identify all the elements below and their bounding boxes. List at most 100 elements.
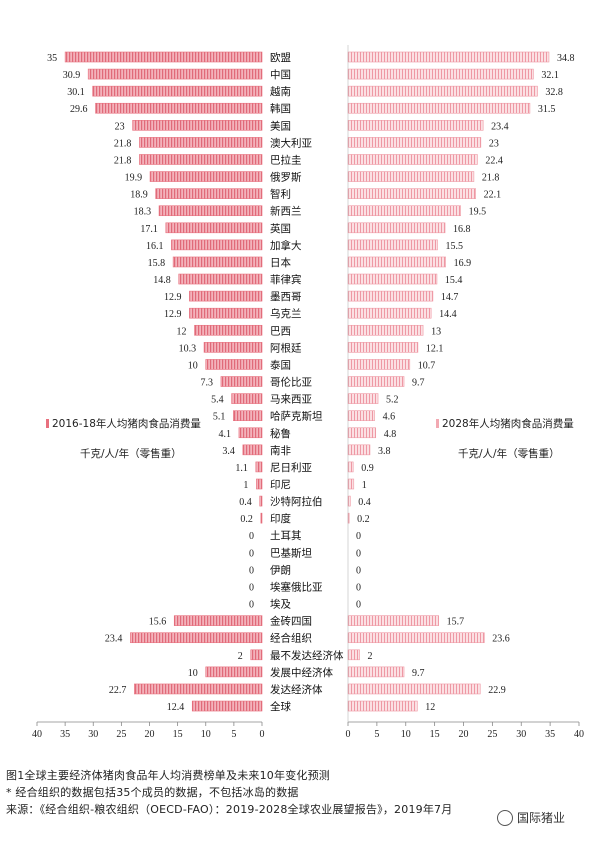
right-bar-14 — [347, 290, 434, 302]
pork-consumption-chart: 35 30.9 30.1 29.6 23 21.8 21.8 19.9 18.9 18.3 17.1… — [32, 45, 584, 740]
right-value-label-20: 5.2 — [386, 395, 399, 406]
left-value-label-31: 0 — [249, 582, 254, 593]
right-bar-7 — [347, 171, 475, 182]
right-value-label-38: 12 — [425, 702, 435, 713]
category-label-37: 发达经济体 — [270, 683, 323, 696]
left-value-label-5: 21.8 — [114, 138, 132, 149]
right-bar-33 — [347, 615, 439, 626]
left-value-label-30: 0 — [249, 565, 254, 576]
right-value-label-34: 23.6 — [492, 634, 510, 645]
left-series-bars: 35 30.9 30.1 29.6 23 21.8 21.8 19.9 18.9 18.3 17.1… — [47, 51, 263, 713]
right-value-label-3: 31.5 — [538, 104, 556, 115]
left-bar-1 — [87, 68, 263, 80]
left-value-label-4: 23 — [115, 121, 125, 132]
category-label-7: 俄罗斯 — [270, 171, 302, 184]
right-value-label-2: 32.8 — [545, 87, 563, 98]
category-label-10: 英国 — [270, 222, 291, 235]
right-value-label-28: 0 — [356, 531, 361, 542]
caption-title: 图1全球主要经济体猪肉食品年人均消费榜单及未来10年变化预测 — [6, 769, 330, 782]
left-value-label-15: 12.9 — [164, 309, 182, 320]
category-label-6: 巴拉圭 — [270, 153, 302, 166]
category-label-32: 埃及 — [270, 598, 291, 611]
legend-left-title: 2016-18年人均猪肉食品消费量 — [52, 417, 201, 430]
left-bar-16 — [194, 324, 263, 336]
category-label-20: 马来西亚 — [270, 394, 312, 406]
category-label-4: 美国 — [270, 119, 291, 132]
left-value-label-34: 23.4 — [105, 634, 123, 645]
right-value-label-27: 0.2 — [357, 514, 370, 525]
left-bar-9 — [158, 205, 263, 217]
left-value-label-1: 30.9 — [63, 70, 81, 81]
category-label-29: 巴基斯坦 — [270, 546, 312, 559]
category-label-12: 日本 — [270, 256, 291, 269]
right-bar-16 — [347, 324, 424, 336]
left-bar-24 — [255, 461, 263, 473]
right-value-label-0: 34.8 — [557, 53, 575, 64]
left-value-label-32: 0 — [249, 600, 254, 611]
left-bar-20 — [231, 393, 263, 404]
left-bar-34 — [130, 632, 263, 644]
left-value-label-21: 5.1 — [213, 412, 226, 423]
left-value-label-38: 12.4 — [167, 702, 185, 713]
right-series-bars: 34.8 32.1 32.8 31.5 23.4 23 22.4 21.8 22.1 19.5 16… — [347, 51, 575, 713]
legend-right: 2028年人均猪肉食品消费量 千克/人/年（零售重） — [436, 417, 574, 460]
right-bar-25 — [347, 478, 355, 490]
right-value-label-30: 0 — [356, 565, 361, 576]
left-value-label-9: 18.3 — [134, 207, 152, 218]
left-bar-26 — [259, 495, 263, 507]
left-bar-27 — [260, 512, 263, 524]
right-bar-36 — [347, 666, 405, 678]
left-value-label-25: 1 — [243, 480, 248, 491]
left-tick-label-6: 10 — [201, 729, 211, 740]
category-label-13: 菲律宾 — [270, 273, 302, 286]
right-value-label-16: 13 — [431, 326, 441, 337]
left-bar-0 — [64, 51, 263, 63]
right-bar-21 — [347, 410, 375, 421]
right-value-label-37: 22.9 — [488, 685, 506, 696]
right-tick-label-4: 20 — [459, 729, 469, 740]
category-label-31: 埃塞俄比亚 — [270, 580, 323, 593]
category-label-15: 乌克兰 — [270, 307, 302, 320]
left-bar-25 — [256, 478, 263, 490]
right-tick-label-7: 35 — [545, 729, 555, 740]
left-bar-11 — [171, 239, 263, 251]
left-value-label-11: 16.1 — [146, 241, 164, 252]
left-value-label-18: 10 — [188, 360, 198, 371]
left-value-label-24: 1.1 — [235, 463, 248, 474]
right-bar-12 — [347, 256, 446, 268]
right-bar-11 — [347, 239, 438, 251]
left-tick-label-4: 20 — [145, 729, 155, 740]
category-label-26: 沙特阿拉伯 — [270, 495, 323, 508]
right-value-label-5: 23 — [489, 138, 499, 149]
left-tick-label-8: 0 — [260, 729, 265, 740]
left-bar-3 — [95, 102, 263, 114]
category-labels: 欧盟中国越南韩国美国澳大利亚巴拉圭俄罗斯智利新西兰英国加拿大日本菲律宾墨西哥乌克… — [270, 52, 344, 713]
right-bar-10 — [347, 222, 446, 234]
left-bar-5 — [139, 137, 263, 148]
legend-left: 2016-18年人均猪肉食品消费量 千克/人/年（零售重） — [46, 417, 201, 460]
right-bar-1 — [347, 68, 534, 80]
left-value-label-12: 15.8 — [148, 258, 166, 269]
watermark-text: 国际猪业 — [517, 811, 566, 825]
category-label-21: 哈萨克斯坦 — [270, 410, 323, 423]
left-value-label-29: 0 — [249, 548, 254, 559]
figure-caption: 图1全球主要经济体猪肉食品年人均消费榜单及未来10年变化预测 * 经合组织的数据… — [6, 767, 596, 818]
left-tick-label-5: 15 — [173, 729, 183, 740]
right-value-label-13: 15.4 — [445, 275, 463, 286]
right-value-label-22: 4.8 — [384, 429, 397, 440]
right-tick-label-1: 5 — [374, 729, 379, 740]
right-value-label-31: 0 — [356, 582, 361, 593]
left-value-label-2: 30.1 — [67, 87, 85, 98]
right-value-label-18: 10.7 — [418, 360, 436, 371]
chat-bubble-icon — [497, 809, 513, 826]
left-bar-22 — [238, 427, 263, 439]
category-label-36: 发展中经济体 — [270, 666, 333, 679]
right-value-label-26: 0.4 — [358, 497, 371, 508]
right-bar-0 — [347, 51, 550, 63]
right-bar-37 — [347, 683, 481, 695]
category-label-8: 智利 — [270, 188, 291, 201]
left-tick-label-0: 40 — [32, 729, 42, 740]
left-bar-2 — [92, 85, 263, 97]
category-label-27: 印度 — [270, 512, 291, 525]
left-value-label-35: 2 — [238, 651, 243, 662]
